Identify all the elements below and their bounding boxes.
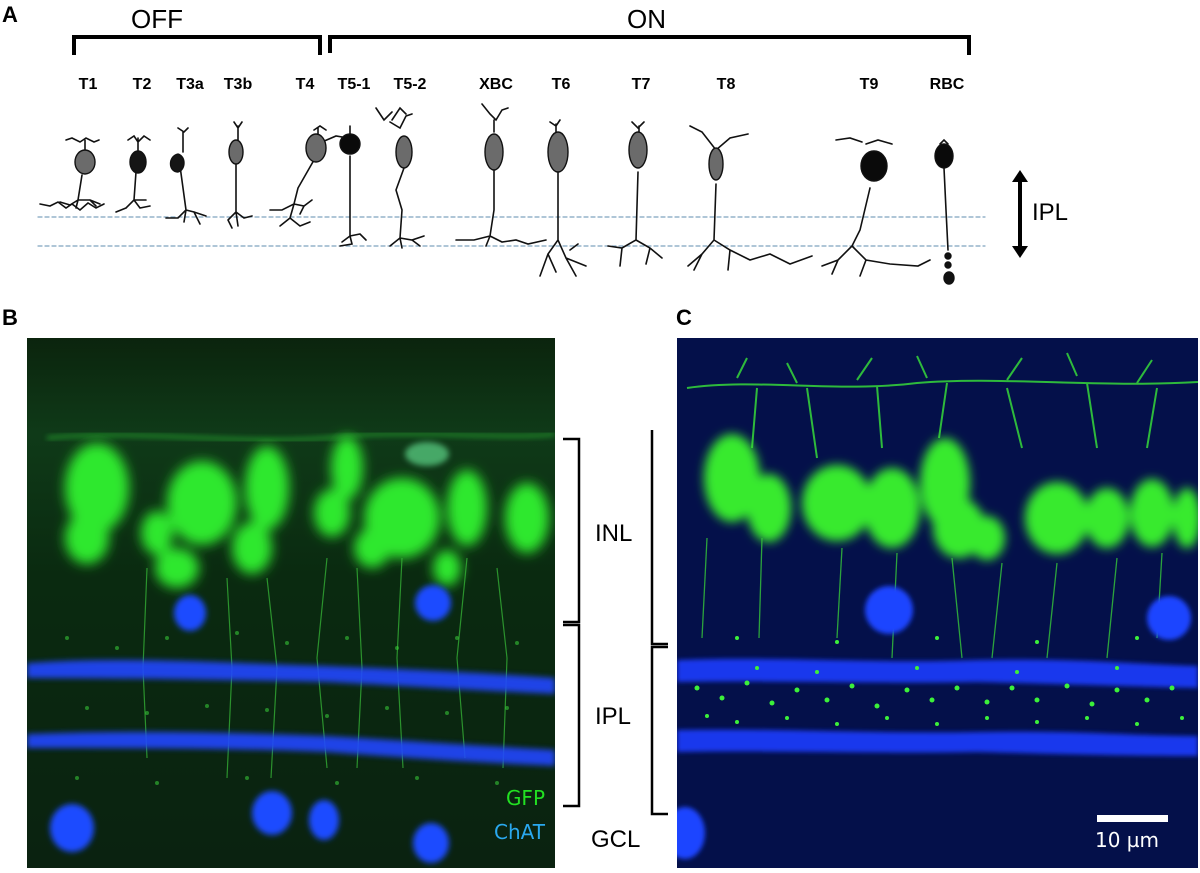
cell-label-t6: T6 <box>551 76 571 93</box>
cell-label-t3a: T3a <box>176 76 204 93</box>
group-brackets <box>72 35 971 55</box>
legend-chat: ChAT <box>494 820 545 844</box>
cell-label-t5-2: T5-2 <box>393 76 427 93</box>
bipolar-cell-diagram <box>37 103 986 285</box>
gcl-label: GCL <box>591 826 641 853</box>
cell-label-t7: T7 <box>631 76 651 93</box>
layer-brackets <box>563 430 668 816</box>
cell-label-t5-1: T5-1 <box>337 76 371 93</box>
ipl-label-panel-a: IPL <box>1032 199 1069 226</box>
cell-label-t4: T4 <box>295 76 315 93</box>
panel-b-micrograph: GFP ChAT <box>27 338 555 868</box>
inl-label: INL <box>595 520 633 547</box>
scale-bar <box>1097 815 1168 822</box>
panel-c-micrograph: 10 µm <box>677 338 1198 868</box>
panel-b-letter: B <box>2 305 18 330</box>
gfp-chat-micrograph-b <box>27 338 555 868</box>
off-group-label: OFF <box>131 4 183 34</box>
cell-label-t3b: T3b <box>223 76 253 93</box>
cell-label-rbc: RBC <box>929 76 965 93</box>
cell-label-t2: T2 <box>132 76 152 93</box>
ipl-label: IPL <box>595 703 632 730</box>
cell-label-t1: T1 <box>78 76 98 93</box>
cell-label-t8: T8 <box>716 76 736 93</box>
panel-c-letter: C <box>676 305 692 330</box>
ipl-double-arrow-icon <box>1012 170 1028 258</box>
panel-a-letter: A <box>2 2 18 27</box>
cell-label-xbc: XBC <box>479 76 513 93</box>
on-group-label: ON <box>627 4 666 34</box>
legend-gfp: GFP <box>505 786 545 810</box>
cell-label-t9: T9 <box>859 76 879 93</box>
scale-bar-label: 10 µm <box>1095 828 1160 852</box>
gfp-chat-micrograph-c <box>677 338 1198 868</box>
